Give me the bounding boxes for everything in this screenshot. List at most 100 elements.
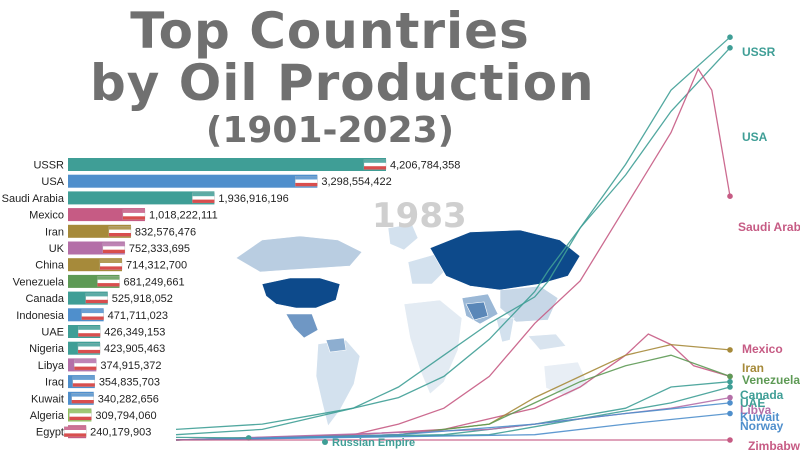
flag-canada [85, 292, 108, 304]
annotation-dot [322, 439, 328, 445]
bar-category-label: Indonesia [16, 310, 65, 322]
flag-stripe-top [102, 243, 125, 247]
current-year-label: 1983 [372, 196, 467, 236]
flag-stripe-top [78, 326, 101, 330]
bar-category-label: Mexico [29, 210, 64, 222]
bar-category-label: Libya [38, 360, 65, 372]
flag-libya [74, 359, 97, 371]
flag-stripe-bottom [295, 182, 318, 187]
flag-stripe-bottom [108, 233, 131, 237]
bar-category-label: Egypt [36, 427, 64, 439]
bar-value-label: 1,936,916,196 [218, 193, 288, 205]
flag-uae [78, 326, 101, 337]
flag-stripe-bottom [122, 216, 145, 220]
flag-stripe-bottom [99, 266, 122, 270]
bar-value-label: 4,206,784,358 [390, 160, 460, 172]
series-end-dot-libya [727, 394, 733, 401]
series-end-dot-uae [727, 384, 733, 390]
series-end-dot-norway [727, 410, 733, 417]
flag-stripe-top [295, 176, 318, 180]
bar-category-label: USSR [33, 160, 64, 172]
series-end-label-iran: Iran [742, 361, 764, 375]
flag-stripe-bottom [64, 433, 87, 437]
series-end-label-canada: Canada [740, 388, 784, 402]
flag-stripe-top [69, 410, 92, 414]
flag-iraq [72, 376, 96, 387]
flag-indonesia [81, 309, 104, 320]
flag-stripe-top [108, 226, 131, 230]
series-end-label-saudi-arabia: Saudi Arabia [738, 220, 800, 234]
series-line-saudi-arabia [175, 67, 731, 441]
series-end-dot-usa [727, 34, 733, 40]
bar-value-label: 752,333,695 [129, 243, 190, 255]
bar-category-label: Iran [45, 226, 64, 238]
flag-stripe-top [364, 159, 386, 163]
flag-stripe-bottom [364, 166, 386, 170]
world-map [235, 223, 589, 427]
series-end-label-libya: Libya [740, 403, 772, 417]
flag-stripe-top [99, 259, 122, 263]
bar-value-label: 340,282,656 [98, 393, 159, 405]
bar-value-label: 525,918,052 [112, 293, 173, 305]
bar-value-label: 354,835,703 [99, 377, 160, 389]
bar-saudi-arabia [68, 191, 215, 205]
flag-stripe-bottom [78, 333, 101, 337]
bar-value-label: 3,298,554,422 [321, 176, 391, 188]
flag-stripe-top [74, 359, 97, 364]
flag-stripe-bottom [78, 349, 101, 354]
bar-category-label: Nigeria [29, 343, 65, 355]
series-end-dot-venezuela [727, 373, 733, 380]
series-end-label-venezuela: Venezuela [742, 373, 800, 387]
series-end-dot-saudi-arabia [727, 193, 733, 199]
bar-value-label: 714,312,700 [126, 260, 187, 272]
bar-category-label: Canada [25, 293, 64, 305]
flag-china [99, 259, 123, 270]
series-line-russian-empire [175, 436, 249, 439]
flag-stripe-bottom [85, 299, 108, 304]
flag-stripe-top [72, 376, 95, 380]
bar-category-label: UK [49, 243, 65, 255]
bar-category-label: UAE [41, 327, 64, 339]
flag-stripe-top [71, 393, 94, 397]
flag-egypt [63, 426, 87, 437]
flag-mexico [122, 209, 146, 220]
flag-stripe-top [122, 209, 145, 213]
series-end-label-uae: UAE [740, 396, 765, 410]
map-region-greenland [387, 223, 419, 251]
flag-algeria [69, 409, 92, 421]
bar-value-label: 423,905,463 [104, 343, 165, 355]
flag-uk [102, 242, 126, 254]
series-line-usa [175, 36, 731, 436]
flag-ussr [363, 159, 387, 170]
series-end-dot-ussr [727, 45, 733, 51]
flag-stripe-top [81, 309, 104, 314]
flag-stripe-bottom [102, 249, 125, 253]
series-end-dot-canada [727, 378, 733, 385]
bar-category-label: Saudi Arabia [2, 193, 65, 205]
map-region-india [495, 317, 515, 343]
bar-value-label: 832,576,476 [135, 226, 196, 238]
map-region-canada [235, 235, 363, 273]
flag-kuwait [71, 393, 94, 404]
series-end-dot-russian-empire [245, 435, 252, 441]
bar-value-label: 309,794,060 [95, 410, 156, 422]
flag-stripe-bottom [192, 199, 215, 203]
series-end-label-mexico: Mexico [742, 342, 783, 356]
chart-title-line2: by Oil Production [90, 54, 595, 112]
flag-iran [108, 226, 132, 237]
flag-nigeria [77, 343, 101, 354]
bar-category-label: Venezuela [13, 276, 65, 288]
flag-stripe-top [78, 343, 101, 347]
series-end-label-usa: USA [742, 130, 768, 144]
map-region-southeast-asia [527, 333, 567, 351]
flag-stripe-bottom [72, 383, 95, 387]
line-chart: USSR USA Saudi Arabia Mexico IranVenezuelaCa… [175, 34, 800, 450]
series-end-dot-zimbabwe [727, 437, 733, 443]
flag-venezuela [97, 276, 120, 287]
flag-usa [295, 175, 318, 187]
series-end-label-kuwait: Kuwait [740, 410, 779, 424]
series-end-dot-kuwait [727, 400, 733, 406]
bar-chart-race: USSR 4,206,784,358 USA 3,298,554,422 Saudi A… [2, 158, 460, 439]
flag-saudi-arabia [192, 192, 215, 204]
flag-stripe-top [64, 426, 87, 430]
